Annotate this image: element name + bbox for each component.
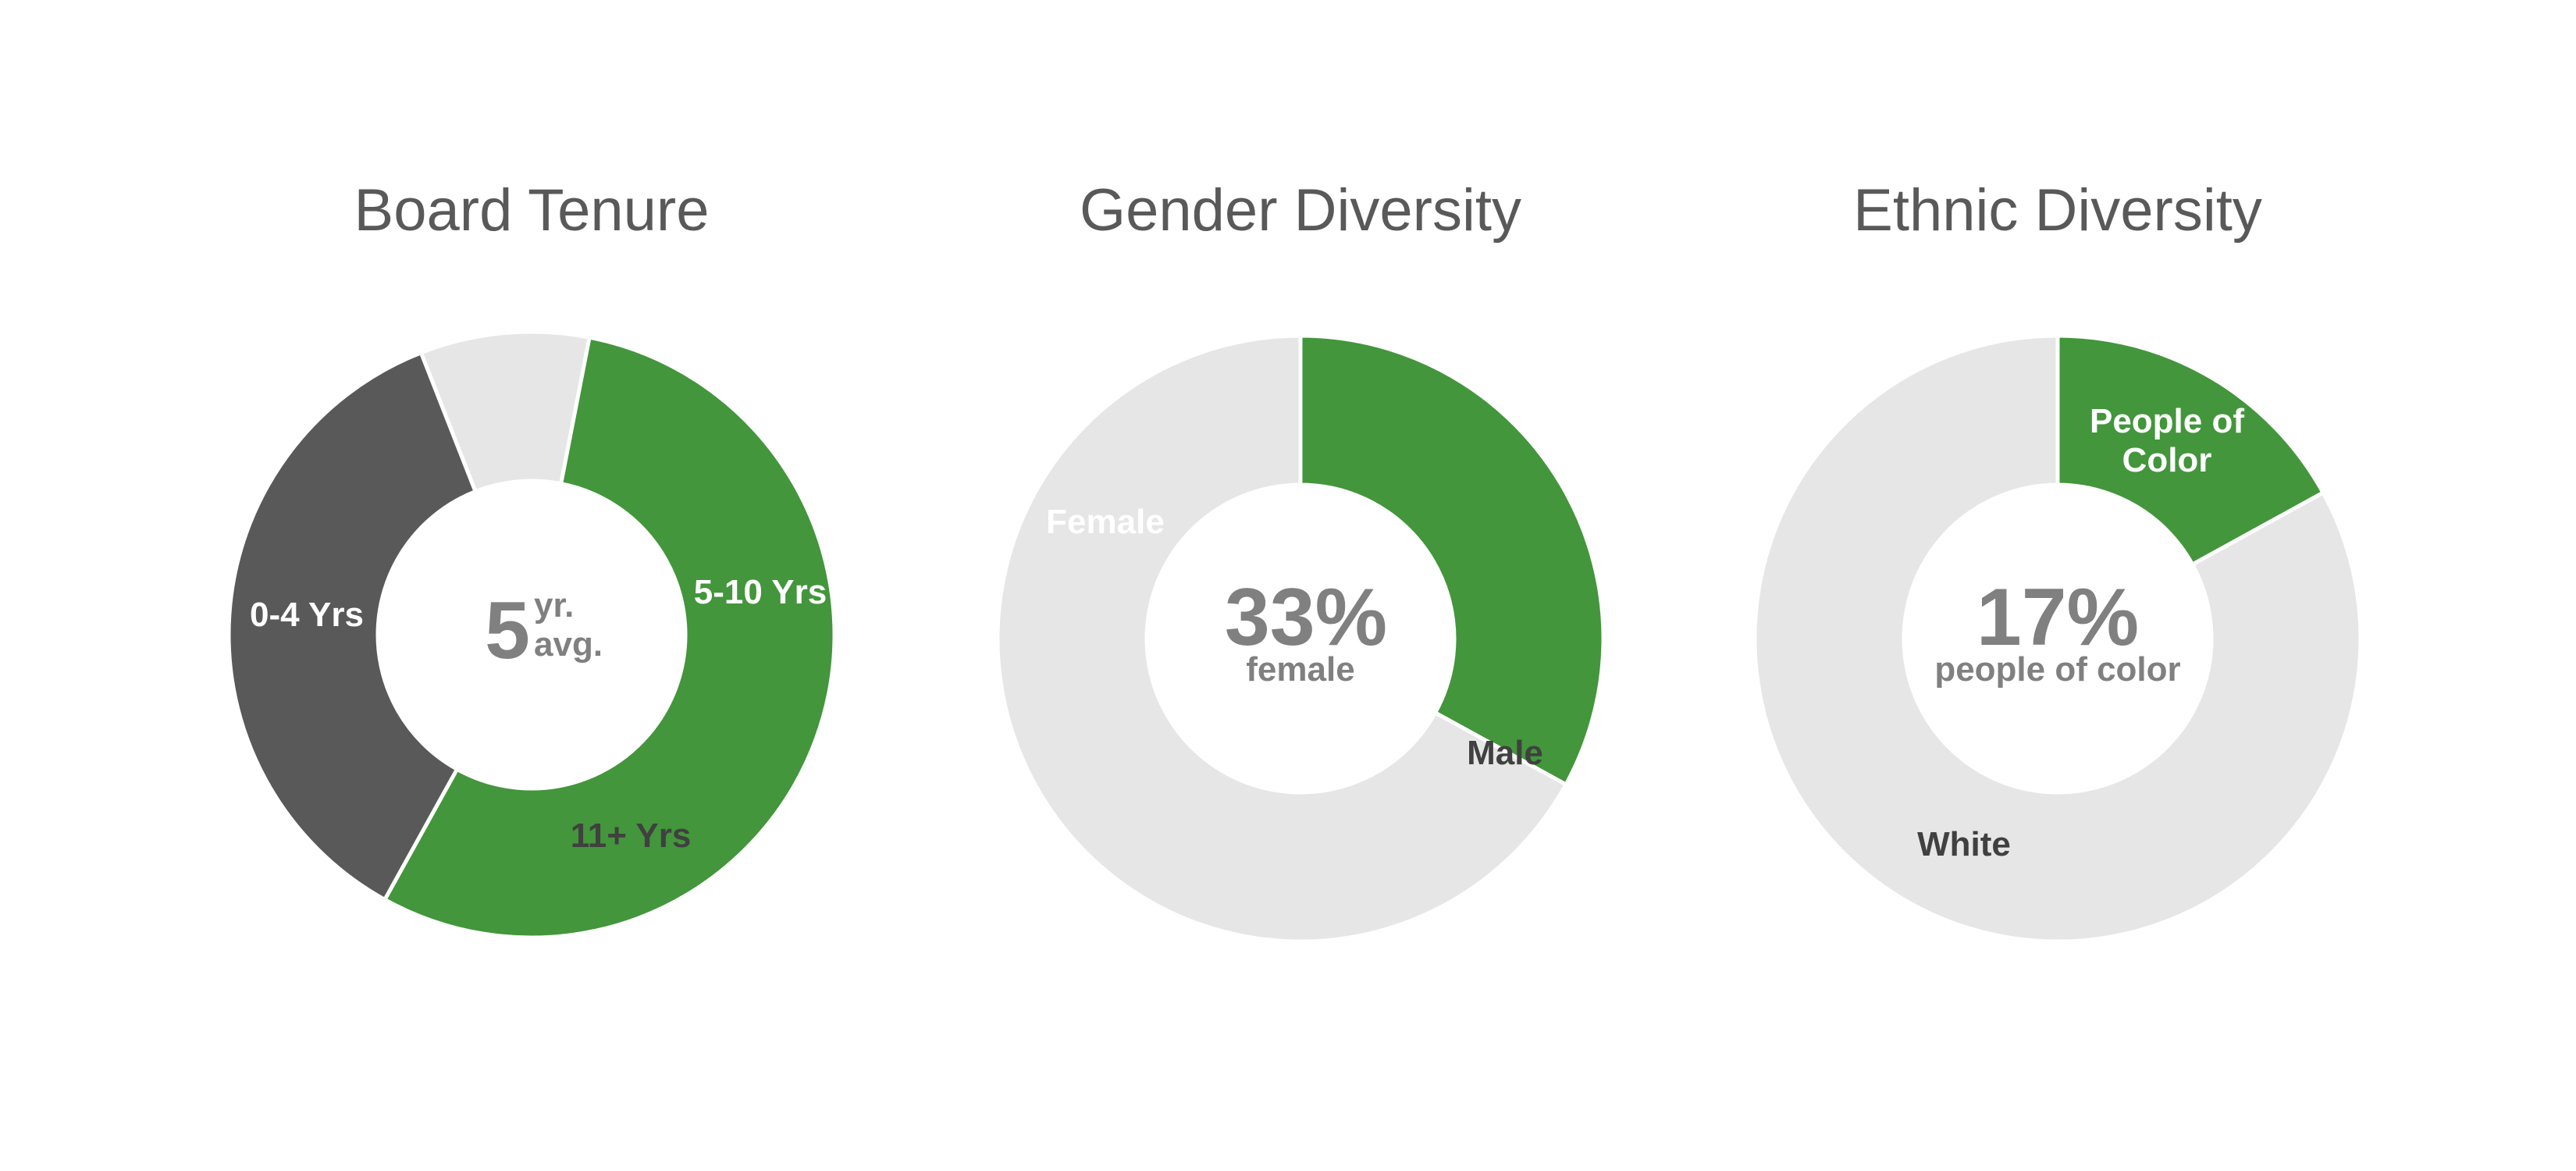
center-unit-top: yr. — [534, 586, 574, 625]
center-value: 17% — [1976, 572, 2139, 663]
center-caption: female — [1246, 650, 1354, 689]
slice-white — [1752, 333, 2363, 944]
slice-label-female: Female — [1046, 503, 1165, 541]
chart-title: Ethnic Diversity — [1853, 177, 2262, 244]
chart-title: Board Tenure — [354, 177, 710, 244]
slice-label-0-4-yrs: 0-4 Yrs — [250, 596, 364, 634]
slice-labels: People of Color White — [1917, 402, 2244, 863]
slice-5-10-yrs — [226, 351, 478, 902]
center-summary: 33% female — [1225, 572, 1387, 689]
slice-labels: 0-4 Yrs 5-10 Yrs 11+ Yrs — [250, 573, 827, 855]
slice-male — [995, 333, 1568, 944]
slice-label-white: White — [1917, 825, 2011, 863]
slice-label-11-yrs: 11+ Yrs — [571, 817, 692, 855]
slice-label-people-of-color: People of Color — [2090, 402, 2244, 479]
slices — [1752, 333, 2363, 944]
slice-0-4-yrs — [382, 335, 837, 940]
center-value: 5 — [485, 586, 530, 676]
center-value: 33% — [1225, 572, 1387, 663]
slice-labels: Female Male — [1046, 503, 1543, 772]
center-unit-bottom: avg. — [534, 625, 603, 664]
board-tenure-chart: Board Tenure 0-4 Yrs 5-10 Yrs 11+ Yrs 5 yr… — [226, 177, 837, 940]
slice-female — [1298, 333, 1606, 787]
slice-label-5-10-yrs: 5-10 Yrs — [694, 573, 827, 611]
slices — [226, 329, 837, 940]
chart-title: Gender Diversity — [1080, 177, 1521, 244]
gender-diversity-chart: Gender Diversity Female Male 33% female — [995, 177, 1606, 944]
center-caption: people of color — [1934, 650, 2180, 689]
center-summary: 17% people of color — [1934, 572, 2180, 689]
center-summary: 5 yr. avg. — [485, 586, 603, 676]
slices — [995, 333, 1606, 944]
ethnic-diversity-chart: Ethnic Diversity People of Color White 17%… — [1752, 177, 2363, 944]
slice-11-yrs — [418, 329, 592, 494]
slice-people-of-color — [2055, 333, 2325, 567]
slice-label-male: Male — [1467, 734, 1543, 772]
